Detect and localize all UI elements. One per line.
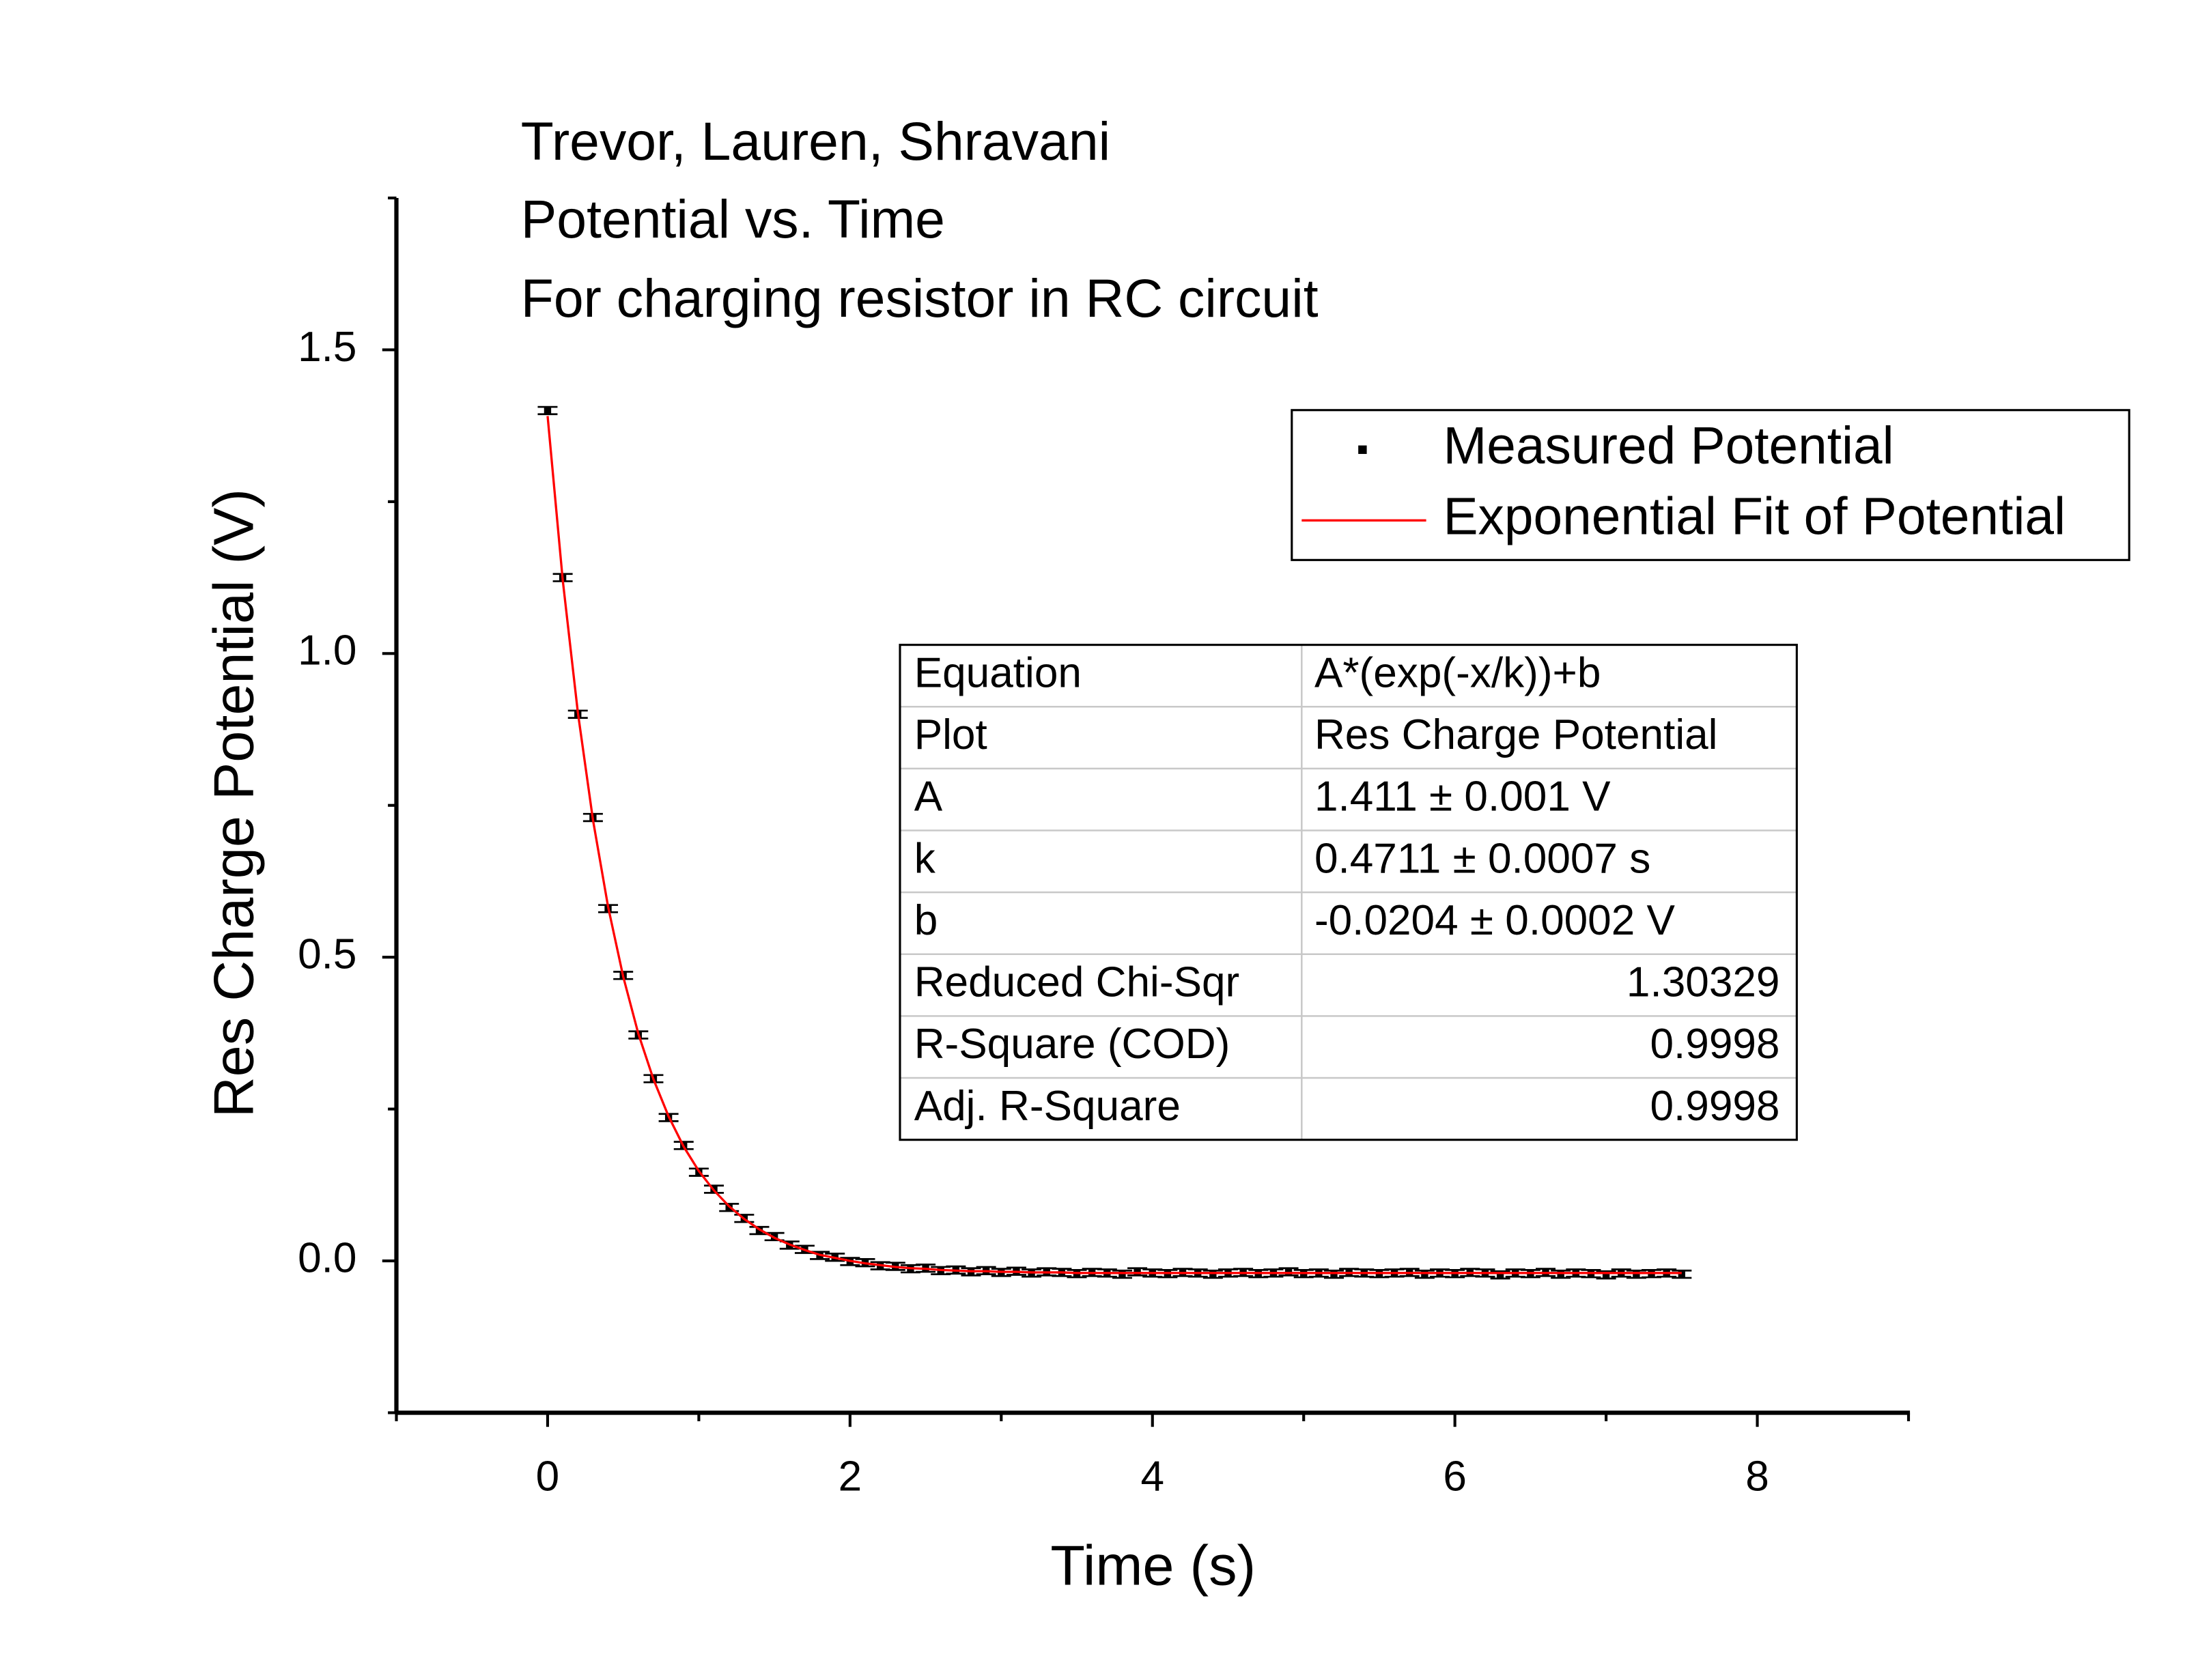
data-point (544, 407, 552, 414)
table-cell: k (914, 835, 936, 882)
y-tick-label: 1.5 (298, 324, 356, 371)
chart-title: Trevor, Lauren, Shravani (521, 111, 1110, 171)
fit-table: Equation A*(exp(-x/k))+b Plot Res Charge Po… (899, 644, 1798, 1141)
table-cell: b (914, 897, 938, 944)
table-cell: Reduced Chi-Sqr (914, 959, 1240, 1006)
data-point (1330, 1270, 1338, 1278)
table-cell: A*(exp(-x/k))+b (1314, 649, 1601, 696)
table-cell: Res Charge Potential (1314, 711, 1718, 758)
data-point (1557, 1270, 1564, 1278)
table-cell: R-Square (COD) (914, 1021, 1230, 1068)
fit-line (546, 416, 1682, 1275)
x-tick-label: 2 (839, 1453, 862, 1500)
chart-title: Potential vs. Time (521, 189, 945, 249)
plot-area (537, 405, 1692, 1280)
data-point (1284, 1268, 1293, 1276)
table-cell: -0.0204 ± 0.0002 V (1314, 897, 1676, 944)
x-tick-label: 6 (1443, 1453, 1467, 1500)
legend-label: Measured Potential (1443, 417, 1894, 475)
legend (1291, 409, 2130, 561)
table-cell: 0.4711 ± 0.0007 s (1314, 835, 1650, 882)
y-tick-label: 1.0 (298, 627, 356, 674)
data-point (1134, 1268, 1141, 1276)
table-cell: 1.30329 (1627, 959, 1780, 1006)
table-cell: Plot (914, 711, 987, 758)
data-point (1633, 1270, 1640, 1278)
y-axis-title: Res Charge Potential (V) (201, 489, 265, 1117)
data-point (1421, 1270, 1428, 1278)
data-point (1118, 1270, 1126, 1278)
x-tick-label: 0 (536, 1453, 560, 1500)
chart-title: For charging resistor in RC circuit (521, 268, 1319, 328)
legend-marker (1358, 445, 1367, 454)
data-point (1602, 1271, 1610, 1279)
legend-label: Exponential Fit of Potential (1443, 488, 2066, 546)
table-cell: Adj. R-Square (914, 1083, 1181, 1130)
data-point (1496, 1271, 1504, 1279)
x-tick-label: 4 (1140, 1453, 1164, 1500)
table-cell: 0.9998 (1650, 1083, 1779, 1130)
data-point (1209, 1270, 1217, 1278)
x-axis-title: Time (s) (1050, 1533, 1256, 1597)
table-cell: A (914, 773, 943, 821)
table-cell: Equation (914, 649, 1082, 696)
table-cell: 1.411 ± 0.001 V (1314, 773, 1611, 821)
y-tick-label: 0.5 (298, 931, 356, 978)
y-tick-label: 0.0 (298, 1234, 356, 1281)
table-cell: 0.9998 (1650, 1021, 1779, 1068)
table-border (899, 644, 1798, 1141)
x-tick-label: 8 (1745, 1453, 1769, 1500)
data-point (1678, 1270, 1686, 1278)
